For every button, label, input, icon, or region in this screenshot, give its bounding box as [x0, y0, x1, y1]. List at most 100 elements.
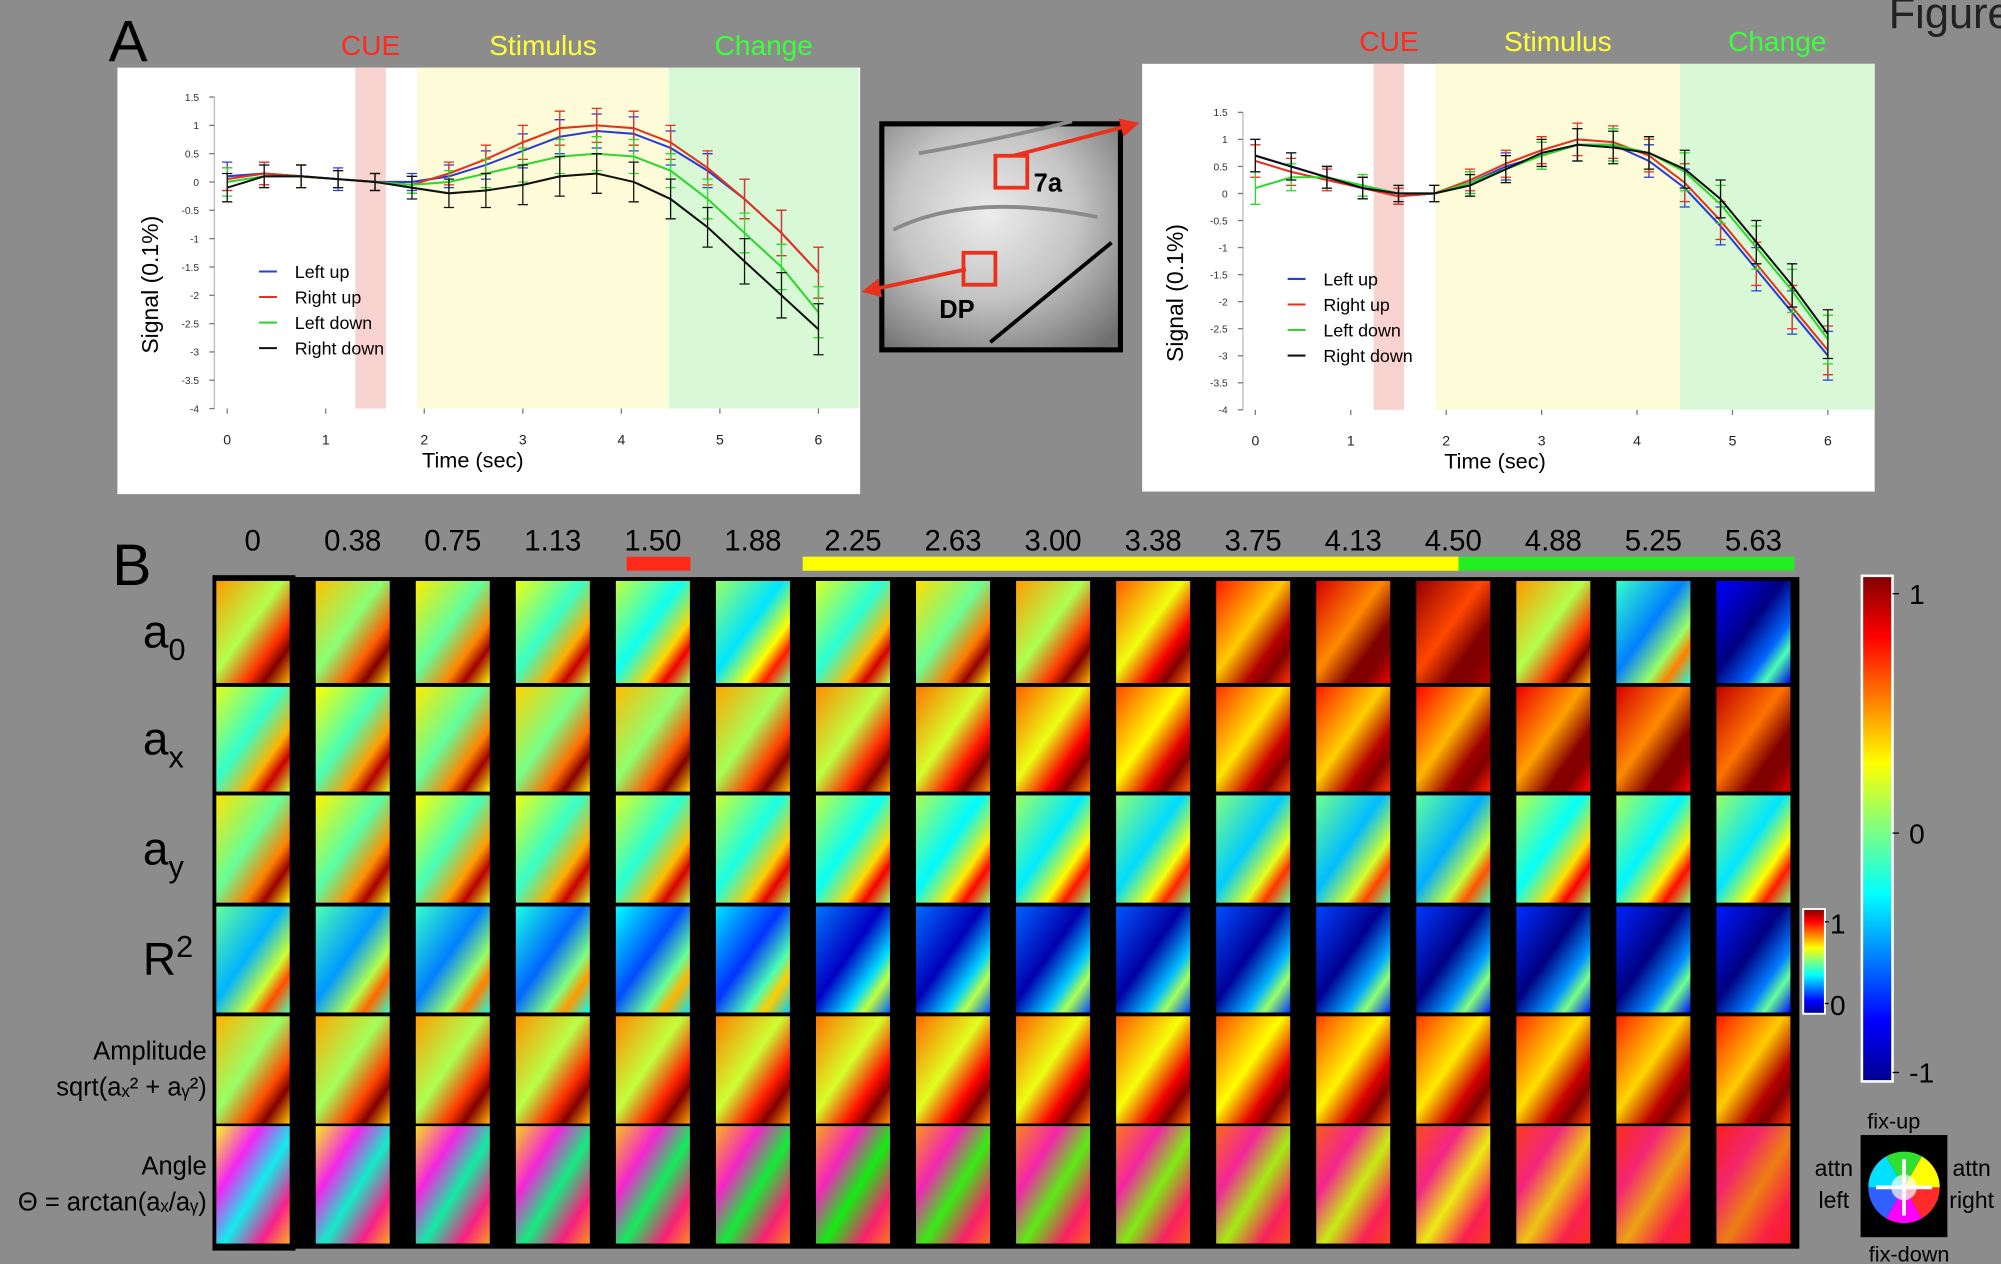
image-cell: [516, 687, 590, 792]
figure-label: Figure: [1889, 0, 2001, 38]
image-cell: [416, 795, 490, 902]
image-cell: [1516, 1126, 1590, 1243]
legend-label: Right up: [1323, 295, 1390, 315]
row-label: sqrt(aₓ² + aᵧ²): [56, 1073, 207, 1101]
row-label: Θ = arctan(aₓ/aᵧ): [18, 1188, 207, 1216]
colorbar-label: 1: [1909, 579, 1925, 610]
y-tick-label: 1: [193, 121, 199, 132]
time-label: 5.63: [1725, 524, 1782, 557]
brain-image: 7a DP: [865, 121, 1136, 350]
compass-label: fix-down: [1869, 1241, 1950, 1264]
image-cell: [1216, 907, 1290, 1013]
colorbar-label: 0: [1830, 990, 1846, 1021]
x-tick-label: 0: [1251, 433, 1259, 449]
image-cell: [1616, 581, 1690, 683]
time-label: 4.50: [1425, 524, 1482, 557]
image-cell: [1216, 1016, 1290, 1123]
compass-label: right: [1949, 1187, 1994, 1213]
image-cell: [216, 687, 290, 792]
image-cell: [416, 687, 490, 792]
image-cell: [616, 687, 690, 792]
image-cell: [416, 1126, 490, 1243]
time-label: 1.88: [724, 524, 781, 557]
image-cell: [1516, 581, 1590, 683]
row-label-sub: y: [168, 850, 184, 884]
panel-label: A: [108, 9, 148, 74]
image-cell: [1216, 687, 1290, 792]
y-tick-label: -4: [1219, 406, 1228, 417]
image-cell: [816, 1016, 890, 1123]
image-cell: [916, 687, 990, 792]
image-cell: [1316, 581, 1390, 683]
x-tick-label: 3: [1538, 433, 1546, 449]
image-cell: [1616, 1016, 1690, 1123]
image-cell: [716, 795, 790, 902]
page-body: {"panel_labels": {"a": "A", "b": "B", "f…: [0, 0, 2001, 1264]
region-label: Stimulus: [1504, 26, 1612, 57]
stimulus-bar: [803, 557, 1459, 571]
image-cell: [416, 1016, 490, 1123]
x-tick-label: 2: [1442, 433, 1450, 449]
legend-label: Left up: [295, 262, 350, 282]
y-tick-label: -2.5: [181, 319, 199, 330]
row-label-main: a: [143, 605, 169, 657]
image-cell: [1716, 581, 1790, 683]
y-tick-label: 0.5: [185, 150, 200, 161]
time-label: 3.00: [1025, 524, 1082, 557]
x-axis-label: Time (sec): [422, 447, 524, 472]
y-tick-label: -1: [1219, 243, 1228, 254]
x-tick-label: 6: [815, 431, 823, 447]
change-bar: [1459, 557, 1795, 571]
image-cell: [1016, 1016, 1090, 1123]
panel-label: B: [112, 533, 151, 598]
image-cell: [1316, 907, 1390, 1013]
image-cell: [816, 1126, 890, 1243]
image-cell: [316, 1126, 390, 1243]
y-tick-label: -3: [1219, 352, 1228, 363]
image-cell: [616, 581, 690, 683]
region: [1436, 64, 1680, 410]
r2-colorbar: [1803, 909, 1825, 1014]
image-cell: [816, 795, 890, 902]
image-cell: [1116, 1016, 1190, 1123]
image-cell: [816, 907, 890, 1013]
time-label: 2.25: [824, 524, 881, 557]
region: [417, 68, 668, 409]
y-tick-label: -1.5: [181, 263, 199, 274]
image-cell: [1416, 1126, 1490, 1243]
image-cell: [1216, 1126, 1290, 1243]
time-label: 0.75: [424, 524, 481, 557]
x-tick-label: 1: [322, 431, 330, 447]
colorbar: [1862, 576, 1893, 1082]
legend-label: Left up: [1323, 269, 1378, 289]
brain-photo: [882, 124, 1121, 350]
legend-label: Left down: [1323, 320, 1400, 340]
image-cell: [716, 687, 790, 792]
image-cell: [1416, 687, 1490, 792]
image-cell: [716, 1016, 790, 1123]
image-cell: [1016, 581, 1090, 683]
y-tick-label: -0.5: [181, 206, 199, 217]
x-tick-label: 5: [716, 431, 724, 447]
y-tick-label: -4: [190, 404, 199, 415]
image-cell: [1416, 907, 1490, 1013]
image-cell: [216, 581, 290, 683]
y-tick-label: 0: [1222, 189, 1228, 200]
image-cell: [1516, 795, 1590, 902]
image-cell: [1216, 795, 1290, 902]
x-axis-label: Time (sec): [1444, 449, 1546, 474]
row-label-main: R: [143, 933, 176, 985]
image-cell: [1316, 1016, 1390, 1123]
time-label: 0: [245, 524, 261, 557]
figure: A B Figure 7a DP CUEStimulusChange1.510.…: [0, 0, 2001, 1264]
image-cell: [1716, 687, 1790, 792]
image-cell: [316, 795, 390, 902]
roi-label: 7a: [1034, 170, 1063, 198]
time-label: 3.75: [1225, 524, 1282, 557]
image-cell: [1016, 907, 1090, 1013]
region-label: Change: [1728, 26, 1826, 57]
image-cell: [516, 795, 590, 902]
image-cell: [616, 1126, 690, 1243]
time-label: 4.13: [1325, 524, 1382, 557]
image-cell: [1616, 1126, 1690, 1243]
